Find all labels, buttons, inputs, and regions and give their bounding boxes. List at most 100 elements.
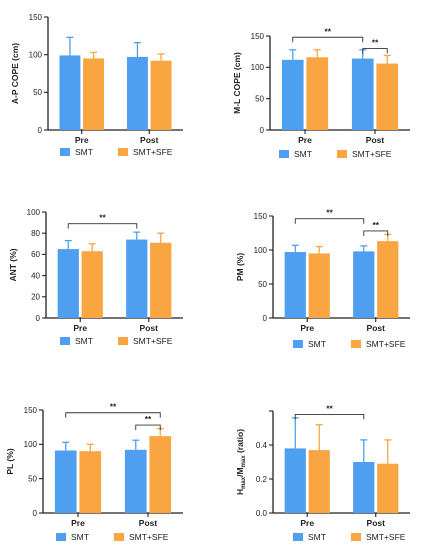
legend-swatch-smt xyxy=(279,150,289,158)
bar-smt-sfe xyxy=(81,251,103,318)
y-tick-label: 0 xyxy=(263,314,268,323)
y-tick-label: 150 xyxy=(29,13,43,22)
bar-smt-sfe xyxy=(376,63,399,130)
bar-smt xyxy=(124,449,147,513)
bar-smt xyxy=(126,239,148,318)
legend-label-smt-sfe: SMT+SFE xyxy=(366,339,406,349)
y-tick-label: 100 xyxy=(29,50,43,59)
x-tick-label: Pre xyxy=(75,135,89,145)
legend-swatch-smt xyxy=(293,533,303,541)
legend-label-smt-sfe: SMT+SFE xyxy=(352,149,392,159)
bar-smt-sfe xyxy=(377,463,399,513)
y-axis-label: PM (%) xyxy=(235,253,245,282)
y-tick-label: 100 xyxy=(254,246,268,255)
y-tick-label: 80 xyxy=(31,229,40,238)
significance-bracket xyxy=(65,412,161,418)
y-axis-label: ANT (%) xyxy=(8,248,18,281)
bar-smt-sfe xyxy=(308,450,330,513)
x-tick-label: Post xyxy=(367,518,386,528)
legend-label-smt: SMT xyxy=(75,147,93,157)
panel-pm: 0 50 100 150 Pre Post ** ** PM (%) SMT SMT+SFE xyxy=(235,208,410,349)
bar-smt xyxy=(59,55,81,130)
y-tick-label: 0 xyxy=(33,509,38,518)
y-tick-label: 40 xyxy=(31,271,40,280)
legend-swatch-smt-sfe xyxy=(118,337,128,345)
x-tick-label: Pre xyxy=(300,323,314,333)
x-tick-label: Pre xyxy=(300,518,314,528)
y-tick-label: 50 xyxy=(255,94,264,103)
significance-bracket xyxy=(362,48,388,54)
y-tick-label: 0 xyxy=(260,126,265,135)
bar-smt-sfe xyxy=(306,57,329,130)
legend-swatch-smt-sfe xyxy=(118,148,128,156)
panel-ap-cope: 0 50 100 150 Pre Post A-P COPE (cm) SMT SMT+SFE xyxy=(10,13,183,157)
legend-label-smt: SMT xyxy=(308,339,326,349)
x-tick-label: Pre xyxy=(298,135,312,145)
bar-smt xyxy=(126,56,148,130)
y-tick-label: 0.4 xyxy=(256,441,268,450)
bar-smt xyxy=(281,59,304,130)
legend-swatch-smt-sfe xyxy=(351,340,361,348)
legend-swatch-smt xyxy=(56,533,66,541)
bar-smt xyxy=(57,249,79,318)
significance-label: ** xyxy=(145,414,152,424)
significance-label: ** xyxy=(99,213,106,223)
y-axis-label: M-L COPE (cm) xyxy=(232,52,242,114)
y-axis-label: A-P COPE (cm) xyxy=(10,43,20,104)
significance-bracket xyxy=(294,413,365,420)
legend-label-smt: SMT xyxy=(75,336,93,346)
bar-smt xyxy=(284,252,306,318)
legend-label-smt: SMT xyxy=(71,532,89,542)
legend-swatch-smt-sfe xyxy=(337,150,347,158)
significance-bracket xyxy=(135,424,161,431)
panel-ant: 0 20 40 60 80 100 Pre Post ** ANT (%) SMT SMT+SFE xyxy=(8,208,183,346)
y-tick-label: 0.2 xyxy=(256,475,268,484)
y-tick-label: 0 xyxy=(36,314,41,323)
y-tick-label: 0 xyxy=(38,126,43,135)
significance-label: ** xyxy=(372,38,379,48)
legend-swatch-smt xyxy=(293,340,303,348)
bar-smt-sfe xyxy=(79,451,102,513)
significance-bracket xyxy=(363,230,389,236)
significance-bracket xyxy=(294,218,365,224)
significance-bracket xyxy=(292,36,364,43)
x-tick-label: Post xyxy=(140,323,159,333)
legend-label-smt-sfe: SMT+SFE xyxy=(133,336,173,346)
legend-swatch-smt xyxy=(60,337,70,345)
y-axis-label: PL (%) xyxy=(5,448,15,474)
significance-label: ** xyxy=(324,26,331,36)
legend-label-smt: SMT xyxy=(294,149,312,159)
y-tick-label: 0.0 xyxy=(256,509,268,518)
panel-pl: 0 50 100 150 Pre Post ** ** PL (%) SMT SMT+SFE xyxy=(5,402,183,542)
legend-swatch-smt-sfe xyxy=(114,533,124,541)
bar-smt xyxy=(54,450,77,513)
y-tick-label: 20 xyxy=(31,293,40,302)
x-tick-label: Post xyxy=(139,518,158,528)
y-tick-label: 60 xyxy=(31,250,40,259)
panel-ml-cope: 0 50 100 150 Pre Post ** ** M-L COPE (cm) SMT SMT+… xyxy=(232,26,410,159)
y-tick-label: 50 xyxy=(33,88,42,97)
y-tick-label: 150 xyxy=(24,406,38,415)
bar-smt xyxy=(284,448,306,513)
y-tick-label: 150 xyxy=(254,212,268,221)
significance-label: ** xyxy=(326,403,333,413)
legend-swatch-smt-sfe xyxy=(351,533,361,541)
y-axis-label: Hmax/Mmax (ratio) xyxy=(235,429,247,495)
significance-label: ** xyxy=(372,220,379,230)
legend-label-smt-sfe: SMT+SFE xyxy=(133,147,173,157)
y-tick-label: 50 xyxy=(258,280,267,289)
significance-label: ** xyxy=(326,208,333,218)
y-tick-label: 150 xyxy=(251,32,265,41)
legend-label-smt: SMT xyxy=(308,532,326,542)
y-tick-label: 100 xyxy=(251,63,265,72)
legend-label-smt-sfe: SMT+SFE xyxy=(129,532,169,542)
x-tick-label: Post xyxy=(367,323,386,333)
bar-smt-sfe xyxy=(308,253,330,318)
bar-smt-sfe xyxy=(150,60,172,131)
bar-smt xyxy=(353,251,375,318)
y-tick-label: 100 xyxy=(24,440,38,449)
bar-smt-sfe xyxy=(150,242,172,318)
x-tick-label: Pre xyxy=(73,323,87,333)
bar-smt-sfe xyxy=(83,58,105,130)
